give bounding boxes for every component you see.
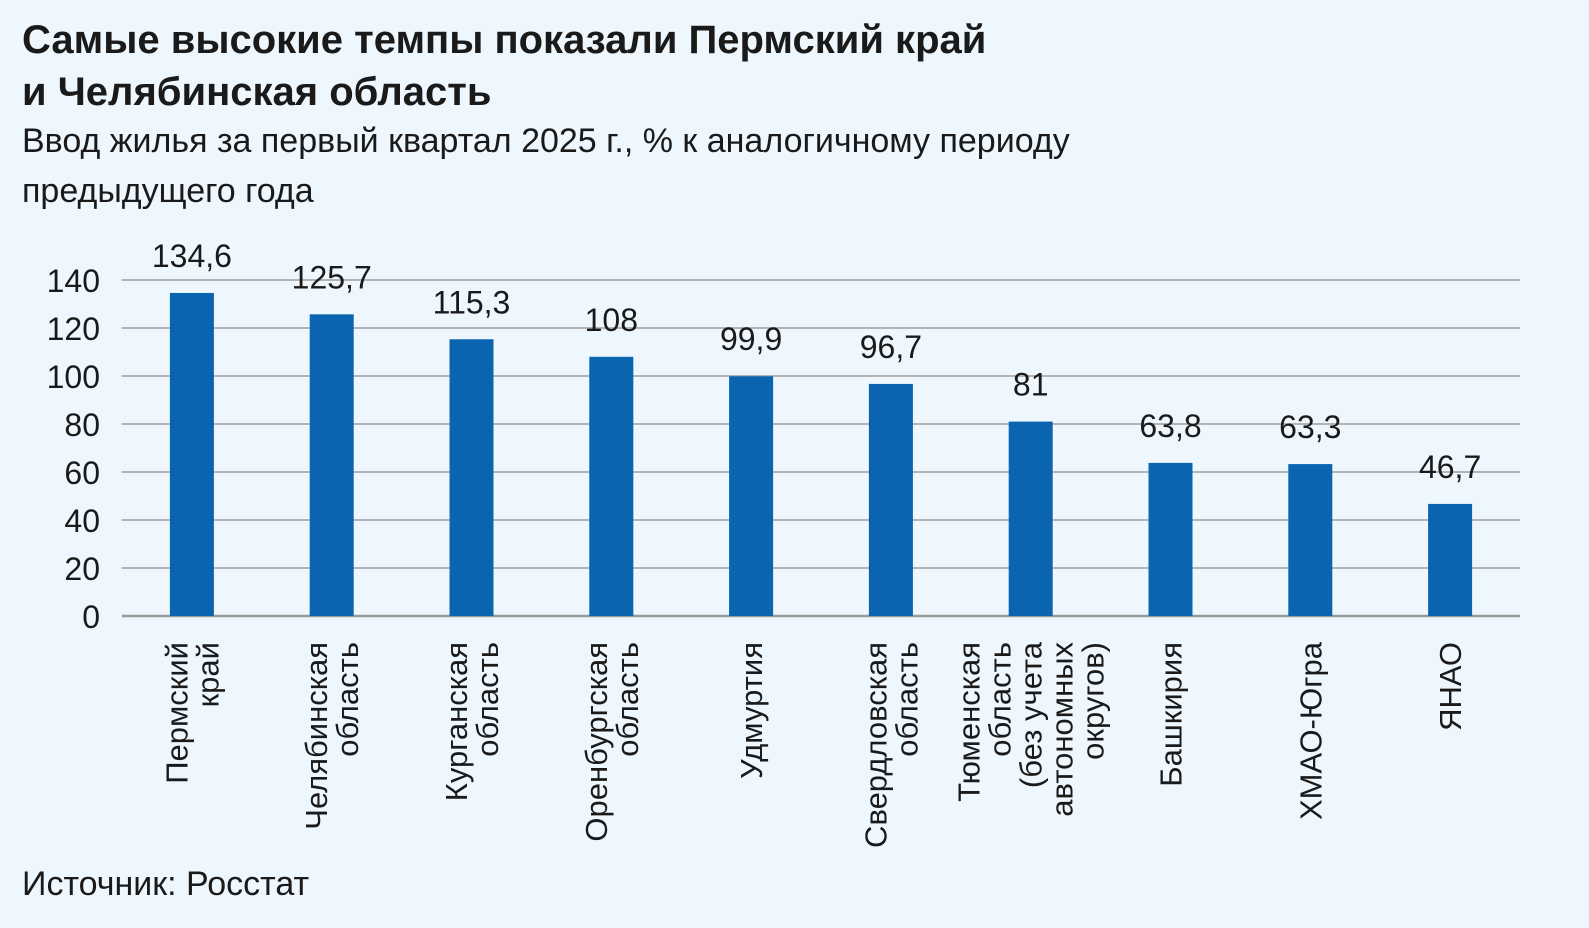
x-tick-label: ЯНАО [1433, 642, 1468, 731]
x-tick-label: Удмуртия [734, 642, 769, 779]
bar [449, 339, 494, 616]
bar [1148, 462, 1193, 616]
x-tick-label: область [330, 642, 365, 757]
y-tick-label: 0 [82, 599, 100, 635]
y-tick-label: 100 [47, 359, 100, 395]
x-tick-label: (без учета [1014, 641, 1049, 788]
x-tick-label: Тюменская [952, 642, 987, 802]
bar [589, 356, 634, 616]
x-tick-label: Челябинская [299, 642, 334, 830]
bar [1288, 464, 1333, 616]
bar [1008, 421, 1053, 616]
y-tick-label: 120 [47, 311, 100, 347]
y-tick-label: 20 [64, 551, 100, 587]
data-label: 81 [1013, 367, 1049, 403]
chart-title-line-2: и Челябинская область [22, 70, 492, 114]
data-label: 108 [585, 302, 638, 338]
x-tick-label: область [983, 642, 1018, 757]
x-tick-label: Башкирия [1154, 642, 1189, 787]
bar [729, 376, 774, 616]
data-label: 134,6 [152, 238, 232, 274]
x-tick-label: Пермский [159, 642, 194, 784]
bar [169, 292, 214, 616]
data-label: 125,7 [292, 259, 372, 295]
data-label: 96,7 [860, 329, 922, 365]
chart-title-line-1: Самые высокие темпы показали Пермский кр… [22, 18, 987, 62]
x-tick-label: край [190, 642, 225, 707]
x-tick-label: Курганская [439, 642, 474, 801]
bar [1428, 503, 1473, 616]
y-tick-label: 80 [64, 407, 100, 443]
chart-title: Самые высокие темпы показали Пермский кр… [22, 14, 1422, 118]
source-note: Источник: Росстат [22, 865, 310, 903]
chart-subtitle-line-1: Ввод жилья за первый квартал 2025 г., % … [22, 122, 1070, 160]
x-tick-label: область [610, 642, 645, 757]
data-label: 63,3 [1279, 409, 1341, 445]
chart-subtitle-line-2: предыдущего года [22, 172, 314, 210]
data-label: 46,7 [1419, 449, 1481, 485]
x-tick-label: Оренбургская [579, 642, 614, 842]
chart-subtitle: Ввод жилья за первый квартал 2025 г., % … [22, 116, 1422, 216]
data-label: 63,8 [1139, 408, 1201, 444]
x-tick-label: область [470, 642, 505, 757]
x-tick-label: ХМАО-Югра [1293, 641, 1328, 820]
y-tick-label: 140 [47, 263, 100, 299]
x-tick-label: Свердловская [858, 642, 893, 848]
data-label: 99,9 [720, 321, 782, 357]
x-tick-label: округов) [1076, 642, 1111, 760]
x-tick-label: автономных [1045, 642, 1080, 817]
bar [309, 314, 354, 616]
y-tick-label: 60 [64, 455, 100, 491]
y-tick-label: 40 [64, 503, 100, 539]
data-label: 115,3 [433, 284, 511, 320]
x-tick-label: область [889, 642, 924, 757]
bar [868, 383, 913, 616]
